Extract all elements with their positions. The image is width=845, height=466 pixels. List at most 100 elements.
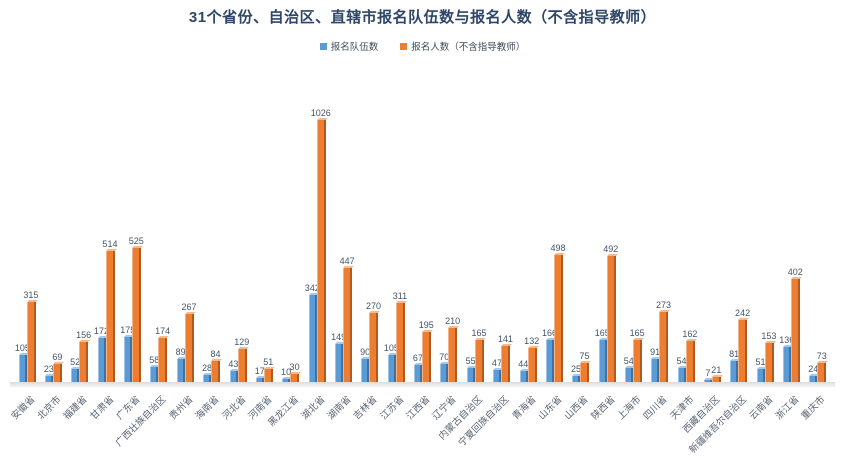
- bar-top-face: [817, 361, 829, 363]
- bar-top-face: [448, 326, 460, 328]
- people-bar: 525: [129, 236, 144, 382]
- bar-top-face: [26, 300, 38, 302]
- teams-bar: 70: [439, 352, 451, 382]
- bar-value-label: 58: [149, 355, 160, 365]
- people-bar: 75: [580, 351, 592, 382]
- teams-bar: 7: [704, 368, 715, 382]
- bar-top-face: [527, 346, 539, 348]
- bar-top-face: [158, 336, 170, 338]
- bar-group: 17 51 河南省: [246, 90, 277, 422]
- bar-top-face: [105, 249, 117, 251]
- bar-value-label: 55: [465, 356, 476, 366]
- teams-bar: 54: [624, 356, 635, 382]
- bar-group: 7 21 西藏自治区: [681, 90, 725, 435]
- bar-value-label: 210: [445, 316, 461, 326]
- bar-group: 47 141 宁夏回族自治区: [457, 90, 514, 449]
- bar-group: 81 242 新疆维吾尔自治区: [687, 90, 752, 456]
- x-axis-label: 青海省: [509, 394, 538, 423]
- bar-group: 44 132 青海省: [510, 90, 541, 422]
- bar-value-label: 81: [729, 349, 740, 359]
- people-bar: 492: [603, 244, 618, 382]
- plot-area: 105 315 安徽省 23 69 北京市 52 156 福建省 172 514 甘肃省 175 525 广…: [9, 90, 831, 456]
- x-axis-label: 陕西省: [589, 394, 617, 423]
- bar-value-label: 7: [705, 368, 711, 378]
- teams-bar: 149: [331, 332, 346, 382]
- bar-value-label: 136: [779, 335, 795, 345]
- bar-value-label: 165: [629, 328, 645, 338]
- bar-group: 136 402 浙江省: [774, 90, 804, 422]
- people-bar: 270: [366, 301, 381, 382]
- bar-top-face: [553, 253, 565, 255]
- people-bar: 210: [445, 316, 460, 382]
- people-bar: 174: [155, 326, 170, 382]
- teams-bar: 47: [492, 358, 504, 382]
- bar-top-face: [606, 254, 618, 256]
- teams-bar: 52: [70, 357, 82, 382]
- bar-group: 165 492 陕西省: [589, 90, 620, 422]
- bar-top-face: [659, 310, 671, 312]
- people-bar: 273: [656, 300, 671, 382]
- teams-bar: 81: [729, 349, 741, 382]
- bar-value-label: 132: [524, 336, 540, 346]
- bar-group: 149 447 湖南省: [325, 90, 356, 422]
- bar-group: 90 270 吉林省: [352, 90, 383, 422]
- bar-value-label: 21: [711, 365, 722, 375]
- teams-bar: 342: [305, 283, 320, 382]
- bar-value-label: 514: [102, 239, 118, 249]
- teams-bar: 23: [44, 364, 56, 382]
- teams-bar: 105: [384, 343, 399, 382]
- bar-value-label: 492: [603, 244, 619, 254]
- bar-top-face: [79, 340, 91, 342]
- teams-bar: 24: [808, 364, 820, 382]
- bar-value-label: 174: [155, 326, 171, 336]
- teams-bar: 105: [15, 343, 30, 382]
- teams-bar: 58: [149, 355, 161, 382]
- bar-value-label: 105: [14, 343, 30, 353]
- bar-value-label: 141: [497, 334, 513, 344]
- bar-top-face: [237, 347, 249, 349]
- bar-value-label: 242: [735, 308, 751, 318]
- people-bar: 267: [182, 302, 197, 382]
- bar-group: 43 129 河北省: [220, 90, 251, 422]
- people-bar: 84: [210, 349, 223, 382]
- bar-value-label: 91: [650, 347, 661, 357]
- bar-top-face: [738, 318, 750, 320]
- legend-label-teams: 报名队伍数: [330, 42, 379, 53]
- bar-group: 10 30 黑龙江省: [266, 90, 304, 429]
- bar-value-label: 195: [418, 320, 434, 330]
- bar-value-label: 267: [181, 302, 197, 312]
- teams-bar: 166: [542, 328, 557, 382]
- people-bar: 242: [735, 308, 750, 382]
- x-axis-label: 江苏省: [378, 394, 407, 423]
- teams-bar: 89: [176, 347, 187, 382]
- bar-group: 54 165 上海市: [615, 90, 646, 422]
- bar-value-label: 28: [201, 363, 212, 373]
- x-axis-label: 甘肃省: [88, 394, 117, 423]
- bar-top-face: [632, 338, 644, 340]
- bar-value-label: 30: [289, 362, 300, 372]
- bar-value-label: 402: [787, 267, 803, 277]
- bar-group: 175 525 广东省: [115, 90, 145, 422]
- chart-legend: 报名队伍数 报名人数（不含指导教师）: [0, 39, 845, 53]
- bar-group: 67 195 江西省: [405, 90, 435, 422]
- teams-bar: 54: [676, 356, 688, 382]
- bar-group: 25 75 山西省: [563, 90, 594, 422]
- bar-value-label: 162: [682, 329, 698, 339]
- people-bar: 165: [471, 328, 486, 382]
- bar-value-label: 105: [383, 343, 399, 353]
- teams-bar: 51: [756, 357, 767, 382]
- people-bar: 402: [788, 267, 803, 382]
- x-axis-label: 北京市: [35, 394, 64, 423]
- people-bar: 132: [524, 336, 539, 382]
- bar-top-face: [263, 367, 275, 369]
- x-axis-label: 重庆市: [799, 394, 828, 423]
- bar-value-label: 51: [263, 357, 274, 367]
- people-bar: 21: [711, 365, 724, 382]
- bar-group: 105 315 安徽省: [9, 90, 40, 422]
- x-axis-label: 河北省: [220, 394, 248, 423]
- bar-top-face: [712, 375, 724, 377]
- x-axis-label: 江西省: [404, 394, 433, 423]
- bar-value-label: 67: [412, 353, 423, 363]
- teams-bar: 10: [281, 367, 293, 382]
